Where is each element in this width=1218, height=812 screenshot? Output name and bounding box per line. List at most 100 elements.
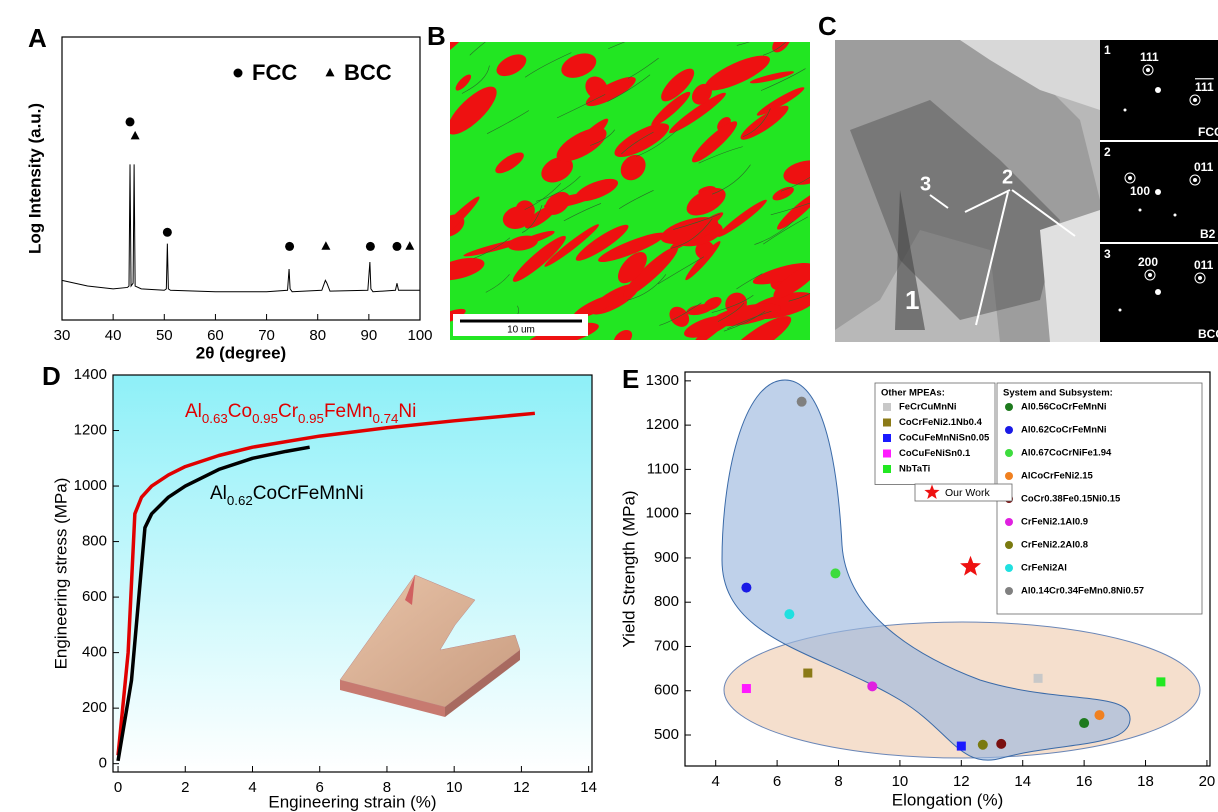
x-tick-label: 80	[309, 327, 326, 344]
tem-grain	[1040, 210, 1100, 342]
legend-label: CrFeNi2Al	[1021, 563, 1067, 574]
legend-label: CoCrFeNi2.1Nb0.4	[899, 417, 983, 428]
legend-label: FeCrCuMnNi	[899, 402, 957, 413]
x-axis-label: Elongation (%)	[892, 790, 1004, 809]
marker	[1079, 718, 1089, 728]
marker	[803, 669, 812, 678]
marker	[741, 583, 751, 593]
y-tick-label: 0	[99, 755, 107, 772]
scale-bar: 10 um	[453, 314, 588, 336]
marker	[797, 397, 807, 407]
x-tick-label: 90	[361, 327, 378, 344]
y-tick-label: 1000	[74, 477, 107, 494]
legend-marker	[883, 465, 891, 473]
x-tick-label: 30	[54, 327, 71, 344]
y-tick-label: 600	[82, 588, 107, 605]
x-tick-label: 12	[513, 779, 530, 796]
x-tick-label: 10	[446, 779, 463, 796]
panel-label: D	[42, 361, 61, 391]
y-tick-label: 900	[654, 549, 679, 566]
legend-marker	[1005, 472, 1013, 480]
marker	[1094, 710, 1104, 720]
legend-label: CrFeNi2.2Al0.8	[1021, 540, 1088, 551]
legend-label: Our Work	[945, 487, 990, 499]
x-tick-label: 100	[407, 327, 432, 344]
legend-marker	[1005, 587, 1013, 595]
legend-marker	[234, 69, 243, 78]
legend-label: Al0.62CoCrFeMnNi	[1021, 425, 1107, 436]
tem-annotation: 2	[1002, 166, 1013, 188]
x-axis-label: Engineering strain (%)	[268, 792, 436, 811]
marker	[1156, 677, 1165, 686]
x-tick-label: 16	[1076, 773, 1093, 790]
x-tick-label: 4	[248, 779, 256, 796]
y-tick-label: 500	[654, 726, 679, 743]
legend-marker	[883, 403, 891, 411]
diffraction-spot-label: 011	[1194, 258, 1214, 272]
marker	[321, 241, 330, 250]
x-tick-label: 8	[834, 773, 842, 790]
legend-marker	[883, 434, 891, 442]
x-tick-label: 60	[207, 327, 224, 344]
marker	[285, 242, 294, 251]
diffraction-spot-label: 011	[1194, 160, 1214, 174]
marker	[742, 684, 751, 693]
y-tick-label: 1300	[646, 372, 679, 389]
y-tick-label: 700	[654, 637, 679, 654]
y-tick-label: 400	[82, 644, 107, 661]
panel-label: A	[28, 23, 47, 53]
legend-label: NbTaTi	[899, 464, 930, 475]
y-axis-label: Yield Strength (MPa)	[619, 490, 638, 647]
legend-label: Al0.56CoCrFeMnNi	[1021, 402, 1107, 413]
marker	[405, 241, 414, 250]
diffraction-index: 3	[1104, 247, 1111, 261]
diffraction-spot-label: 111	[1195, 80, 1214, 94]
y-tick-label: 800	[654, 593, 679, 610]
y-tick-label: 1400	[74, 366, 107, 383]
tem-annotation: 1	[905, 285, 919, 315]
marker	[784, 609, 794, 619]
legend-label: Al0.14Cr0.34FeMn0.8Ni0.57	[1021, 586, 1144, 597]
x-tick-label: 18	[1137, 773, 1154, 790]
x-tick-label: 14	[580, 779, 597, 796]
y-axis-label: Engineering stress (MPa)	[51, 478, 70, 670]
plot-background	[113, 375, 592, 772]
legend-label: CoCuFeMnNiSn0.05	[899, 433, 990, 444]
legend-marker	[883, 450, 891, 458]
panel-label: B	[427, 21, 446, 51]
legend-title: Other MPEAs:	[881, 388, 945, 399]
x-tick-label: 14	[1014, 773, 1031, 790]
legend-label: FCC	[252, 60, 297, 85]
legend-label: AlCoCrFeNi2.15	[1021, 471, 1094, 482]
marker	[867, 681, 877, 691]
x-tick-label: 20	[1199, 773, 1216, 790]
diffraction-index: 1	[1104, 43, 1111, 57]
x-tick-label: 2	[181, 779, 189, 796]
x-tick-label: 0	[114, 779, 122, 796]
diffraction-spot-label: 111	[1140, 50, 1159, 64]
x-axis-label: 2θ (degree)	[196, 343, 286, 362]
marker	[126, 117, 135, 126]
diffraction-index: 2	[1104, 145, 1111, 159]
x-tick-label: 4	[712, 773, 720, 790]
marker	[830, 568, 840, 578]
x-tick-label: 70	[258, 327, 275, 344]
diffraction-phase: BCC	[1198, 327, 1218, 341]
marker	[1034, 674, 1043, 683]
marker	[960, 556, 981, 576]
y-tick-label: 1200	[74, 421, 107, 438]
y-tick-label: 600	[654, 682, 679, 699]
x-tick-label: 12	[953, 773, 970, 790]
legend-marker	[1005, 518, 1013, 526]
legend-label: CoCuFeNiSn0.1	[899, 448, 971, 459]
tem-image	[835, 40, 1100, 342]
marker	[978, 740, 988, 750]
y-tick-label: 1200	[646, 416, 679, 433]
panel-label: E	[622, 364, 639, 394]
marker	[996, 739, 1006, 749]
y-tick-label: 800	[82, 533, 107, 550]
data-line	[62, 164, 420, 291]
y-tick-label: 1000	[646, 505, 679, 522]
diffraction-phase: FCC	[1198, 125, 1218, 139]
legend-label: BCC	[344, 60, 392, 85]
